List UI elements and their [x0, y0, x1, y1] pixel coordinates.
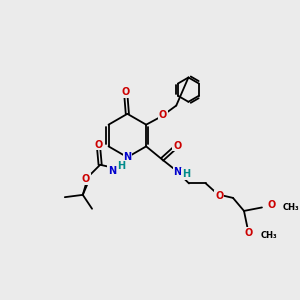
Text: O: O	[173, 140, 181, 151]
Text: N: N	[108, 166, 116, 176]
Text: O: O	[94, 140, 103, 149]
Text: O: O	[82, 174, 90, 184]
Text: O: O	[215, 191, 223, 201]
Text: O: O	[245, 228, 253, 238]
Text: N: N	[123, 152, 131, 162]
Text: H: H	[182, 169, 190, 179]
Text: CH₃: CH₃	[283, 203, 299, 212]
Text: O: O	[268, 200, 276, 210]
Text: N: N	[173, 167, 181, 177]
Text: O: O	[158, 110, 167, 120]
Text: O: O	[122, 87, 130, 98]
Text: H: H	[118, 161, 126, 171]
Text: CH₃: CH₃	[260, 231, 277, 240]
